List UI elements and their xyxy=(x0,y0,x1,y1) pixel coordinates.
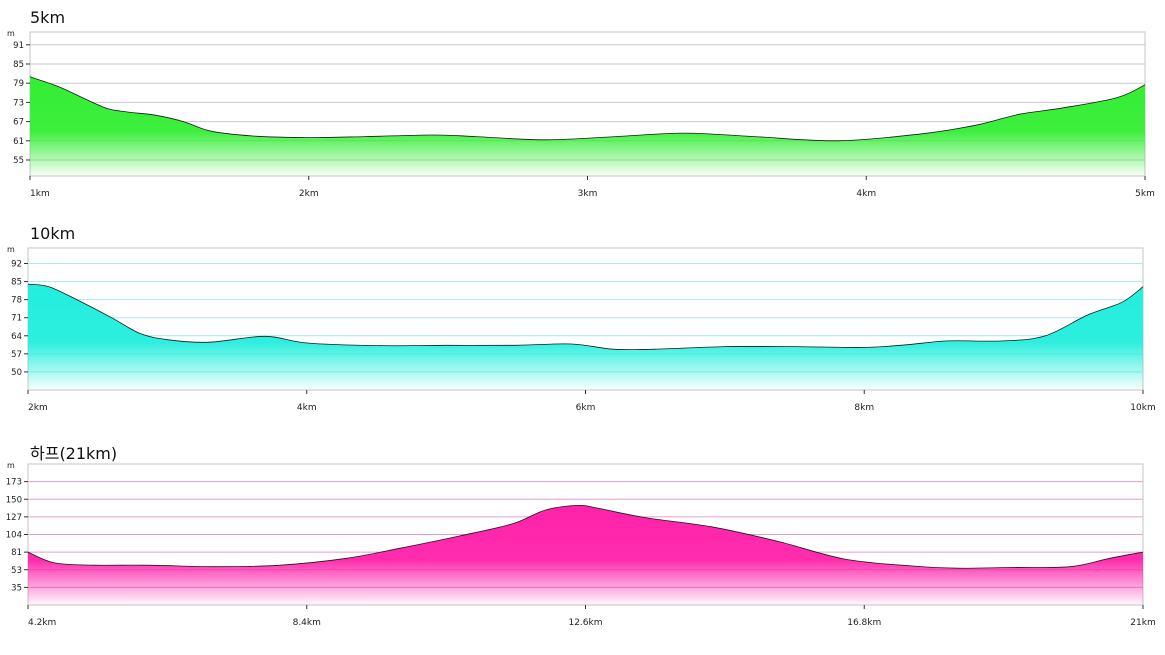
y-tick-label-10km: 57 xyxy=(11,350,22,360)
y-tick-label-half: 81 xyxy=(11,548,22,558)
chart-title-half: 하프(21km) xyxy=(30,444,118,463)
y-tick-label-5km: 55 xyxy=(13,156,24,166)
y-tick-label-10km: 50 xyxy=(11,368,22,378)
x-tick-label-10km: 10km xyxy=(1130,403,1155,413)
x-tick-label-half: 16.8km xyxy=(847,618,881,628)
y-tick-label-half: 173 xyxy=(6,478,22,488)
x-tick-label-half: 4.2km xyxy=(28,618,56,628)
y-tick-label-10km: 85 xyxy=(11,278,22,288)
y-tick-label-10km: 78 xyxy=(11,296,22,306)
x-tick-label-10km: 4km xyxy=(297,403,317,413)
x-tick-label-5km: 2km xyxy=(299,189,319,199)
y-tick-label-half: 150 xyxy=(6,495,22,505)
chart-title-10km: 10km xyxy=(30,224,76,243)
x-tick-label-10km: 8km xyxy=(854,403,874,413)
y-tick-label-5km: 91 xyxy=(13,41,24,51)
x-tick-label-5km: 1km xyxy=(30,189,50,199)
chart-half: 173 150 127 104 81 53 35 m 4.2km 8.4km 12.6km 16.8k… xyxy=(6,461,1156,628)
x-tick-label-10km: 2km xyxy=(28,403,48,413)
y-tick-label-5km: 61 xyxy=(13,137,24,147)
y-axis-label-5km: m xyxy=(7,29,15,38)
x-tick-label-half: 12.6km xyxy=(568,618,602,628)
x-tick-label-5km: 5km xyxy=(1135,189,1155,199)
y-tick-label-half: 53 xyxy=(11,566,22,576)
y-tick-label-5km: 67 xyxy=(13,118,24,128)
elevation-area-10km xyxy=(28,284,1143,390)
elevation-line-half xyxy=(27,504,1144,569)
elevation-area-5km xyxy=(30,76,1145,176)
y-axis-label-10km: m xyxy=(7,245,15,254)
x-tick-label-half: 21km xyxy=(1130,618,1155,628)
chart-10km: 92 85 78 71 64 57 50 m 2km 4km 6km 8km 10km xyxy=(7,245,1156,413)
x-tick-label-10km: 6km xyxy=(576,403,596,413)
elevation-area-half xyxy=(28,505,1143,605)
y-tick-label-half: 104 xyxy=(6,531,22,541)
y-tick-label-half: 127 xyxy=(6,513,22,523)
chart-5km: 91 85 79 73 67 61 55 m 1km 2km 3km 4km 5km xyxy=(7,29,1155,199)
elevation-line-5km xyxy=(29,76,1146,142)
y-tick-label-5km: 79 xyxy=(13,79,24,89)
y-tick-label-10km: 92 xyxy=(11,259,22,269)
y-axis-label-half: m xyxy=(7,461,15,470)
y-tick-label-10km: 64 xyxy=(11,332,22,342)
x-tick-label-half: 8.4km xyxy=(293,618,321,628)
y-tick-label-half: 35 xyxy=(11,583,22,593)
y-tick-label-5km: 85 xyxy=(13,60,24,70)
y-tick-label-5km: 73 xyxy=(13,98,24,108)
elevation-line-10km xyxy=(27,283,1144,351)
chart-title-5km: 5km xyxy=(30,8,66,27)
y-tick-label-10km: 71 xyxy=(11,314,22,324)
x-tick-label-5km: 4km xyxy=(856,189,876,199)
x-tick-label-5km: 3km xyxy=(578,189,598,199)
